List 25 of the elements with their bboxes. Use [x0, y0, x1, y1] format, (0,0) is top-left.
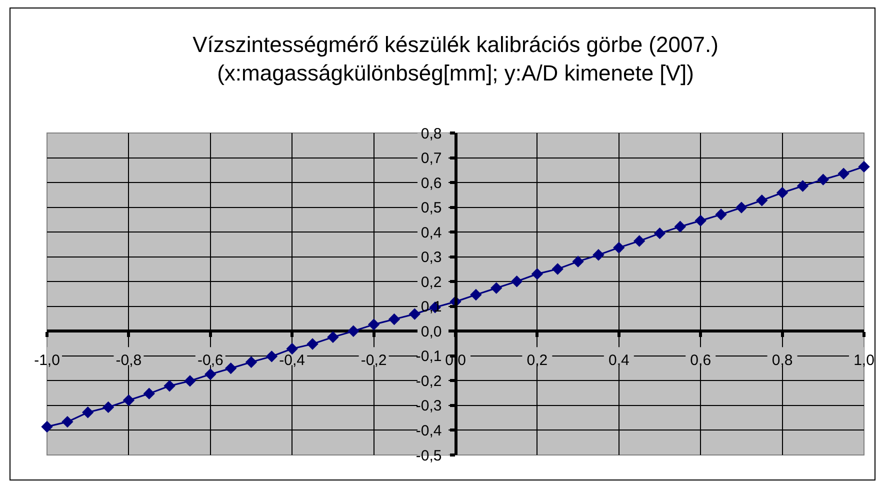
x-tick-label: 0,6 [690, 352, 712, 370]
y-tick-label: 0,0 [420, 323, 442, 340]
y-tick-label: -0,4 [416, 422, 442, 440]
y-tick-label: 0,8 [420, 125, 442, 142]
y-tick-label: 0,5 [420, 200, 442, 217]
x-tick-label: 1,0 [854, 352, 874, 370]
y-tick-label: -0,1 [416, 348, 442, 366]
y-tick-label: 0,6 [420, 174, 442, 192]
x-tick-label: -1,0 [34, 352, 60, 370]
x-tick-label: 0,4 [608, 352, 630, 370]
x-tick-label: 0,8 [772, 352, 793, 370]
y-tick-label: -0,5 [416, 447, 442, 464]
x-tick-label: -0,4 [279, 352, 306, 370]
x-tick-label: -0,8 [116, 352, 142, 370]
x-tick-label: -0,6 [197, 352, 224, 370]
y-tick-label: -0,3 [416, 398, 442, 415]
x-tick-label: -0,2 [360, 352, 387, 370]
x-tick-label: 0,2 [526, 352, 548, 370]
y-tick-label: -0,2 [416, 372, 442, 390]
y-tick-label: 0,4 [420, 224, 442, 242]
y-tick-label: 0,2 [420, 274, 442, 291]
y-tick-label: 0,3 [420, 249, 442, 266]
y-tick-label: 0,7 [420, 150, 442, 168]
chart-title: Vízszintességmérő készülék kalibrációs görbe (2007.) [192, 32, 718, 57]
chart-subtitle: (x:magasságkülönbség[mm]; y:A/D kimenete [V]) [217, 60, 694, 86]
